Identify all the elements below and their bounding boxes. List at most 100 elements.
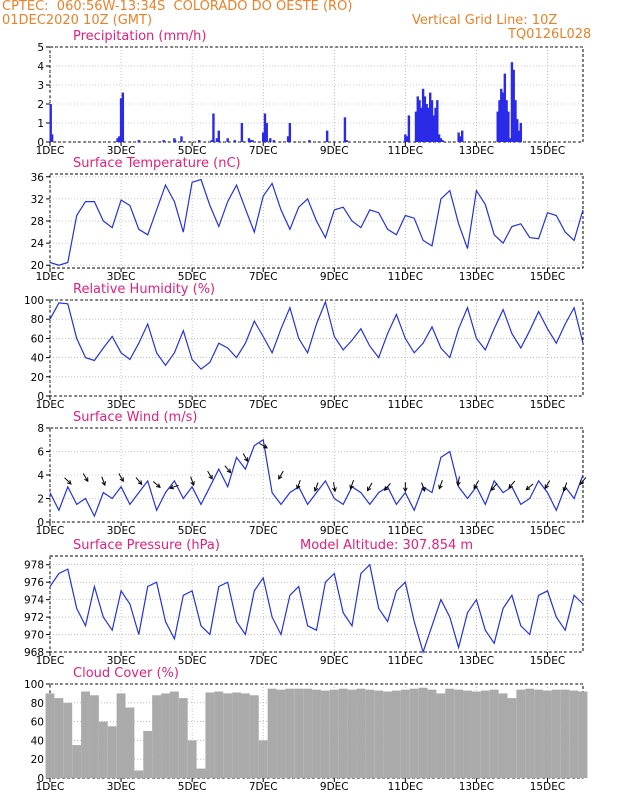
y-tick-label: 3 [37, 80, 44, 92]
cloud-bar [454, 689, 464, 778]
x-tick-label: 7DEC [249, 525, 278, 537]
x-tick-label: 5DEC [178, 399, 207, 411]
station-line: CPTEC: 060:56W-13:34S COLORADO DO OESTE … [2, 0, 353, 14]
cloud-bar [569, 690, 579, 778]
precip-bar [119, 98, 123, 142]
y-tick-label: 4 [37, 61, 44, 73]
x-tick-label: 7DEC [249, 145, 278, 157]
precip-bar [407, 115, 411, 142]
wind-arrow [579, 477, 587, 485]
y-tick-label: 8 [37, 423, 44, 435]
x-tick-label: 15DEC [530, 271, 565, 283]
precip-bar [210, 140, 213, 142]
y-tick-label: 20 [31, 754, 44, 766]
precip-bar [420, 107, 423, 142]
cloud-bar [187, 740, 197, 778]
x-tick-label: 3DEC [107, 525, 136, 537]
wind-arrow [508, 480, 516, 489]
x-tick-label: 11DEC [388, 271, 423, 283]
cloud-bar [534, 689, 544, 778]
wind-arrow-head [456, 481, 461, 487]
y-tick-label: 0 [37, 137, 44, 149]
precip-bar [272, 140, 276, 142]
wind-arrow-head [384, 486, 389, 491]
precip-bar [427, 107, 430, 142]
precip-bar [180, 136, 183, 142]
precip-bar [514, 100, 517, 142]
precip-bar [50, 134, 54, 142]
y-tick-label: 80 [31, 314, 44, 326]
series-line [49, 178, 584, 266]
x-tick-label: 1DEC [36, 271, 65, 283]
precip-bar [416, 96, 419, 142]
y-tick-label: 976 [24, 577, 44, 589]
precip-bar [233, 140, 236, 142]
y-tick-label: 100 [24, 295, 44, 307]
panel-title: Surface Temperature (nC) [73, 156, 241, 171]
cloud-bar [525, 688, 535, 778]
x-tick-label: 11DEC [388, 145, 423, 157]
cloud-bar [338, 688, 348, 778]
x-tick-label: 13DEC [459, 655, 494, 667]
wind-arrow [82, 473, 89, 482]
wind-arrow-head [84, 477, 89, 483]
precip-bar [405, 136, 409, 142]
precip-bar [425, 104, 428, 142]
cloud-bar [578, 691, 588, 778]
cloud-bar [365, 689, 375, 778]
precip-bar [501, 92, 505, 142]
x-tick-label: 7DEC [249, 781, 278, 793]
y-tick-label: 2 [37, 494, 44, 506]
panel-title: Surface Wind (m/s) [73, 410, 197, 425]
y-tick-label: 1 [37, 118, 44, 130]
x-tick-label: 1DEC [36, 525, 65, 537]
y-tick-label: 972 [24, 612, 44, 624]
precip-bar [217, 130, 220, 142]
precip-bar [240, 123, 244, 142]
series-line [49, 563, 584, 654]
y-tick-label: 100 [24, 679, 44, 691]
x-tick-label: 7DEC [249, 399, 278, 411]
y-tick-label: 20 [31, 260, 44, 272]
x-tick-label: 11DEC [388, 399, 423, 411]
precip-bar [404, 134, 407, 142]
wind-arrow-head [402, 487, 408, 493]
precip-bar [510, 62, 514, 143]
wind-arrow-head [438, 484, 443, 490]
wind-arrow [207, 470, 213, 480]
y-tick-label: 0 [37, 391, 44, 403]
precip-bar [519, 123, 523, 142]
precip-bar [429, 92, 432, 142]
cloud-bar [543, 690, 552, 778]
wind-arrow-head [169, 484, 175, 490]
precip-bar [503, 73, 507, 142]
precip-bar [118, 136, 121, 142]
x-tick-label: 1DEC [36, 655, 65, 667]
y-tick-label: 968 [24, 647, 44, 659]
precip-bar [432, 115, 435, 142]
cloud-bar [489, 689, 499, 778]
cloud-bar [223, 693, 233, 778]
precip-bar [517, 130, 521, 142]
x-tick-label: 11DEC [388, 655, 423, 667]
cloud-bar [356, 688, 366, 778]
x-tick-label: 5DEC [178, 145, 207, 157]
wind-arrow [135, 477, 143, 485]
cloud-bar [516, 689, 526, 778]
x-tick-label: 3DEC [107, 399, 136, 411]
precip-bar [498, 100, 501, 142]
y-tick-label: 6 [37, 447, 44, 459]
cloud-bar [560, 689, 570, 778]
cloud-bar [214, 691, 224, 778]
precip-bar [162, 140, 165, 142]
precip-bar [434, 107, 437, 142]
precip-bar [418, 100, 421, 142]
wind-arrow-head [544, 484, 549, 490]
precip-bar [212, 113, 215, 142]
wind-arrow-head [101, 481, 106, 487]
cloud-bar [400, 689, 410, 778]
cloud-bar [152, 695, 162, 778]
x-tick-label: 15DEC [530, 781, 565, 793]
precip-bar [226, 138, 229, 142]
